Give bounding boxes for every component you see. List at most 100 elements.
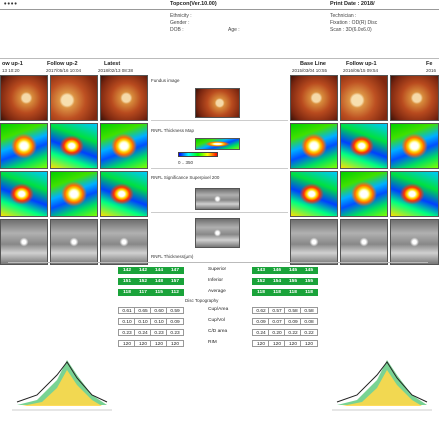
table-row: Superior 142 142 144 147 143 146 145 145 bbox=[8, 266, 428, 276]
table-cell: 145 bbox=[300, 267, 318, 274]
center-label-fundus: Fundus image bbox=[151, 78, 180, 83]
col-date-right-partial: 2016 bbox=[426, 68, 437, 73]
header-divider bbox=[0, 9, 439, 10]
center-label-thickness-map: RNFL Thickness Map bbox=[151, 128, 195, 133]
row-label: Cup/Area bbox=[208, 307, 229, 312]
center-divider bbox=[151, 168, 288, 169]
thickness-map-image[interactable] bbox=[100, 123, 148, 169]
deviation-map-image[interactable] bbox=[290, 219, 338, 265]
thickness-map-image[interactable] bbox=[290, 123, 338, 169]
table-cell: 144 bbox=[150, 267, 168, 274]
table-cell: 152 bbox=[252, 278, 270, 285]
fundus-image[interactable] bbox=[290, 75, 338, 121]
center-label-rnfl-thickness: RNFL Thickness(µm) bbox=[151, 254, 194, 259]
table-cell: 118 bbox=[284, 289, 302, 296]
col-header-latest: Latest bbox=[104, 61, 121, 67]
thickness-map-image[interactable] bbox=[340, 171, 388, 217]
col-date-followup2: 2017/05/16 10:04 bbox=[46, 68, 82, 73]
color-scale-label: 0 .. 350 bbox=[178, 160, 194, 165]
table-cell: 0.09 bbox=[166, 318, 184, 325]
table-cell: 0.59 bbox=[166, 307, 184, 314]
thickness-map-image[interactable] bbox=[0, 123, 48, 169]
col-header-followup2: Follow up-2 bbox=[47, 61, 78, 67]
col-header-baseline: Base Line bbox=[300, 61, 326, 67]
table-cell: 118 bbox=[300, 289, 318, 296]
table-cell: 118 bbox=[252, 289, 270, 296]
col-date-followup1-right: 2016/06/15 09:54 bbox=[343, 68, 379, 73]
table-cell: 142 bbox=[118, 267, 136, 274]
row-label: Superior bbox=[208, 267, 227, 272]
table-divider bbox=[8, 262, 428, 263]
table-cell: 157 bbox=[166, 278, 184, 285]
table-row: Average 118 117 115 112 118 118 118 118 bbox=[8, 288, 428, 298]
table-cell: 112 bbox=[166, 289, 184, 296]
fundus-image[interactable] bbox=[50, 75, 98, 121]
deviation-map-image[interactable] bbox=[100, 219, 148, 265]
meta-scan: Scan : 3D(6.0x6.0) bbox=[330, 27, 372, 33]
center-thickness-thumbnail[interactable] bbox=[195, 138, 240, 150]
row-label: C/D area bbox=[208, 329, 228, 334]
thickness-map-image[interactable] bbox=[50, 171, 98, 217]
thickness-map-image[interactable] bbox=[390, 171, 439, 217]
software-version: Topcon(Ver.10.00) bbox=[170, 1, 217, 7]
table-row: C/D area 0.23 0.24 0.23 0.23 0.24 0.20 0.22 0.22 bbox=[8, 328, 428, 338]
patient-meta-left: Ethnicity : Gender : DOB : bbox=[170, 13, 240, 34]
table-cell: 120 bbox=[166, 340, 184, 347]
col-header-right-partial: Fe bbox=[426, 61, 433, 67]
brand-logo: •••• bbox=[4, 1, 18, 8]
table-cell: 0.23 bbox=[166, 329, 184, 336]
table-cell: 151 bbox=[118, 278, 136, 285]
center-divider bbox=[151, 212, 288, 213]
deviation-map-image[interactable] bbox=[390, 219, 439, 265]
fundus-image[interactable] bbox=[340, 75, 388, 121]
meta-fixation: Fixation : OD(R) Disc bbox=[330, 20, 378, 26]
deviation-map-image[interactable] bbox=[340, 219, 388, 265]
meta-gender: Gender : bbox=[170, 20, 190, 26]
col-date-left-partial: 13 10:20 bbox=[2, 68, 20, 73]
fundus-image[interactable] bbox=[0, 75, 48, 121]
table-cell: 0.22 bbox=[300, 329, 318, 336]
thickness-map-image[interactable] bbox=[340, 123, 388, 169]
table-cell: 117 bbox=[134, 289, 152, 296]
meta-age: Age : bbox=[228, 27, 240, 33]
patient-meta-right: Technician : Fixation : OD(R) Disc Scan … bbox=[330, 13, 435, 34]
col-date-baseline: 2015/03/04 10:55 bbox=[292, 68, 328, 73]
thickness-map-image[interactable] bbox=[290, 171, 338, 217]
center-deviation-thumbnail[interactable] bbox=[195, 188, 240, 210]
table-cell: 120 bbox=[300, 340, 318, 347]
table-cell: 0.58 bbox=[300, 307, 318, 314]
table-cell: 118 bbox=[268, 289, 286, 296]
col-date-latest: 2018/02/13 08:38 bbox=[98, 68, 134, 73]
trend-chart-right bbox=[332, 360, 432, 411]
col-header-left-partial: ow up-1 bbox=[2, 61, 23, 67]
deviation-map-image[interactable] bbox=[50, 219, 98, 265]
center-label-deviation: RNFL Significance Superpixel 200 bbox=[151, 175, 220, 180]
table-cell: 0.08 bbox=[300, 318, 318, 325]
fundus-image[interactable] bbox=[390, 75, 439, 121]
thickness-map-image[interactable] bbox=[0, 171, 48, 217]
center-divider bbox=[151, 120, 288, 121]
center-label-disc-topography: Disc Topography bbox=[185, 298, 219, 303]
center-fundus-thumbnail[interactable] bbox=[195, 88, 240, 118]
table-cell: 146 bbox=[268, 267, 286, 274]
row-label: RIM bbox=[208, 340, 217, 345]
color-scale-legend bbox=[178, 152, 218, 157]
meta-dob: DOB : bbox=[170, 27, 184, 33]
table-row: RIM 120 120 120 120 120 120 120 120 bbox=[8, 339, 428, 349]
report-header: •••• Topcon(Ver.10.00) Print Date : 2018… bbox=[0, 0, 439, 62]
center-disc-thumbnail[interactable] bbox=[195, 218, 240, 248]
table-cell: 118 bbox=[118, 289, 136, 296]
fundus-image[interactable] bbox=[100, 75, 148, 121]
table-row: Cup/Vol 0.10 0.10 0.10 0.09 0.09 0.07 0.09 0.08 bbox=[8, 317, 428, 327]
thickness-map-image[interactable] bbox=[50, 123, 98, 169]
print-date: Print Date : 2018/ bbox=[330, 1, 375, 7]
col-header-followup1-right: Follow up-1 bbox=[346, 61, 377, 67]
meta-ethnicity: Ethnicity : bbox=[170, 13, 192, 19]
meta-technician: Technician : bbox=[330, 13, 357, 19]
thickness-map-image[interactable] bbox=[100, 171, 148, 217]
thickness-map-image[interactable] bbox=[390, 123, 439, 169]
deviation-map-image[interactable] bbox=[0, 219, 48, 265]
row-label: Average bbox=[208, 289, 226, 294]
table-row: Inferior 151 152 148 157 152 154 155 155 bbox=[8, 277, 428, 287]
table-cell: 147 bbox=[166, 267, 184, 274]
